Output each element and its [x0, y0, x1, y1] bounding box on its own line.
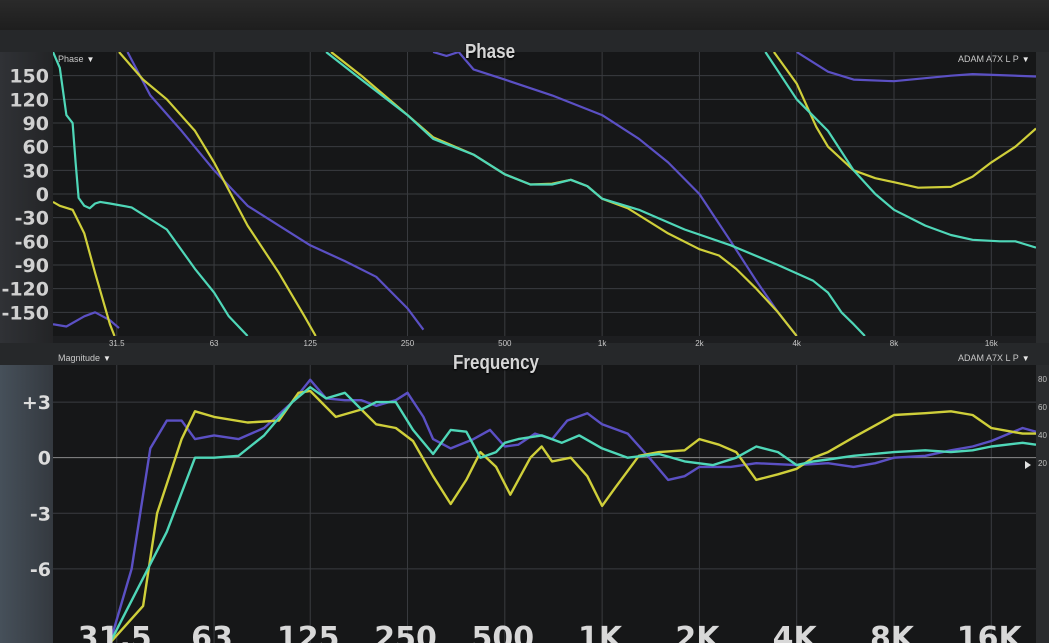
phase-line-cyan [325, 52, 866, 336]
phase-y-tick-label: 30 [23, 160, 49, 182]
frequency-y-tick-label: -3 [30, 503, 51, 525]
frequency-right-tick-label: 40 [1038, 431, 1047, 440]
phase-y-tick-label: -30 [15, 208, 49, 230]
frequency-right-tick-label: 20 [1038, 459, 1047, 468]
phase-x-tick-label: 250 [401, 339, 415, 348]
phase-x-tick-label: 2k [695, 339, 704, 348]
phase-right-gutter [1036, 52, 1049, 350]
frequency-speaker-label: ADAM A7X L P [958, 353, 1019, 363]
level-marker-icon[interactable] [1025, 461, 1031, 469]
frequency-line-cyan [108, 386, 1036, 643]
phase-y-axis-gutter [0, 52, 53, 350]
frequency-line-yellow [109, 389, 1036, 643]
phase-y-tick-label: 0 [36, 184, 49, 206]
phase-panel-header [0, 30, 1049, 52]
phase-series-cyan [53, 52, 1036, 336]
frequency-x-tick-label: 2K [675, 621, 721, 643]
frequency-mode-label: Magnitude [58, 353, 101, 363]
phase-line-cyan [764, 52, 1036, 249]
phase-line-blue [432, 52, 798, 336]
frequency-y-tick-label: 0 [38, 448, 51, 470]
phase-y-tick-label: 90 [23, 113, 49, 135]
frequency-y-tick-label: -6 [30, 559, 51, 581]
phase-series-blue [53, 52, 1036, 336]
phase-x-tick-label: 63 [210, 339, 219, 348]
frequency-x-tick-label: 31.5 [78, 621, 152, 643]
phase-speaker-dropdown[interactable]: ADAM A7X L P ▼ [958, 54, 1030, 64]
frequency-y-tick-label: +3 [22, 392, 51, 414]
dropdown-arrow-icon: ▼ [86, 55, 95, 64]
frequency-mode-dropdown[interactable]: Magnitude ▼ [58, 353, 111, 363]
phase-x-tick-label: 500 [498, 339, 512, 348]
frequency-x-tick-label: 500 [472, 621, 535, 643]
frequency-x-tick-label: 4K [773, 621, 819, 643]
dropdown-arrow-icon: ▼ [1021, 55, 1030, 64]
frequency-x-tick-label: 1K [578, 621, 624, 643]
phase-mode-label: Phase [58, 54, 84, 64]
phase-y-tick-label: -60 [15, 231, 49, 253]
frequency-x-tick-label: 8K [870, 621, 916, 643]
phase-speaker-label: ADAM A7X L P [958, 54, 1019, 64]
frequency-x-tick-label: 125 [277, 621, 340, 643]
frequency-speaker-dropdown[interactable]: ADAM A7X L P ▼ [958, 353, 1030, 363]
top-bar [0, 0, 1049, 30]
dropdown-arrow-icon: ▼ [103, 354, 111, 363]
phase-line-cyan [53, 52, 249, 336]
frequency-plot-area [53, 365, 1036, 643]
phase-line-yellow [118, 52, 317, 336]
phase-y-tick-label: -90 [15, 255, 49, 277]
phase-y-tick-label: -120 [1, 279, 49, 301]
frequency-x-tick-label: 16K [957, 621, 1024, 643]
phase-line-blue [53, 311, 120, 329]
phase-line-yellow [53, 200, 116, 336]
phase-plot [53, 52, 1036, 336]
phase-x-tick-label: 16k [985, 339, 999, 348]
phase-y-tick-label: 150 [9, 66, 49, 88]
phase-x-tick-label: 8k [890, 339, 899, 348]
phase-line-yellow [773, 52, 1036, 189]
phase-chart-title: Phase [464, 41, 516, 63]
phase-x-tick-label: 31.5 [109, 339, 125, 348]
frequency-x-tick-label: 63 [191, 621, 233, 643]
dropdown-arrow-icon: ▼ [1021, 354, 1030, 363]
phase-line-blue [126, 52, 425, 331]
frequency-plot [53, 365, 1036, 643]
phase-x-tick-label: 4k [792, 339, 801, 348]
frequency-right-tick-label: 60 [1038, 403, 1047, 412]
phase-x-tick-label: 125 [304, 339, 318, 348]
phase-x-tick-label: 1k [598, 339, 607, 348]
phase-mode-dropdown[interactable]: Phase ▼ [58, 54, 94, 64]
frequency-right-gutter [1036, 365, 1049, 643]
phase-y-tick-label: -150 [1, 302, 49, 324]
frequency-x-tick-label: 250 [374, 621, 437, 643]
frequency-panel-header [0, 343, 1049, 365]
phase-y-tick-label: 60 [23, 137, 49, 159]
frequency-line-blue [108, 378, 1036, 643]
frequency-chart-title: Frequency [453, 352, 539, 374]
phase-y-tick-label: 120 [9, 89, 49, 111]
phase-line-blue [796, 52, 1036, 83]
frequency-right-tick-label: 80 [1038, 375, 1047, 384]
frequency-y-axis-gutter [0, 365, 53, 643]
